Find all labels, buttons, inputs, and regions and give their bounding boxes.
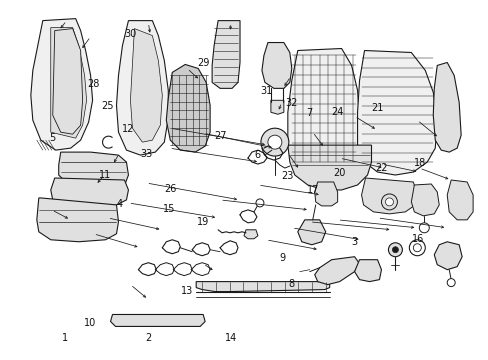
Text: 10: 10 (84, 319, 96, 328)
Text: 20: 20 (333, 168, 345, 178)
Polygon shape (447, 180, 472, 220)
Text: 2: 2 (144, 333, 151, 343)
Text: 33: 33 (140, 149, 152, 159)
Polygon shape (59, 152, 128, 188)
Text: 3: 3 (351, 237, 357, 247)
Circle shape (412, 244, 421, 252)
Circle shape (381, 194, 397, 210)
Polygon shape (354, 260, 381, 282)
Polygon shape (297, 220, 325, 245)
Circle shape (387, 243, 402, 257)
Polygon shape (314, 182, 337, 206)
Polygon shape (196, 282, 329, 292)
Circle shape (267, 135, 281, 149)
Polygon shape (53, 28, 82, 134)
Circle shape (392, 247, 398, 253)
Text: 14: 14 (225, 333, 237, 343)
Polygon shape (361, 178, 416, 214)
Text: 15: 15 (163, 204, 175, 214)
Text: 6: 6 (254, 150, 260, 160)
Polygon shape (357, 50, 436, 175)
Text: 5: 5 (49, 133, 55, 143)
Text: 19: 19 (197, 217, 209, 227)
Text: 17: 17 (306, 185, 318, 195)
Polygon shape (166, 64, 210, 152)
Polygon shape (37, 198, 118, 242)
Text: 32: 32 (285, 98, 297, 108)
Text: 28: 28 (87, 79, 100, 89)
Text: 18: 18 (413, 158, 425, 168)
Text: 26: 26 (164, 184, 176, 194)
Text: 11: 11 (99, 170, 111, 180)
Text: 12: 12 (122, 124, 135, 134)
Polygon shape (410, 184, 438, 216)
Text: 16: 16 (411, 234, 423, 244)
Text: 13: 13 (181, 286, 193, 296)
Polygon shape (287, 145, 371, 190)
Text: 8: 8 (287, 279, 294, 289)
Text: 29: 29 (197, 58, 209, 68)
Text: 23: 23 (281, 171, 293, 181)
Polygon shape (287, 49, 359, 172)
Circle shape (255, 199, 264, 207)
Text: 9: 9 (278, 253, 285, 263)
Polygon shape (116, 21, 168, 155)
Polygon shape (244, 230, 258, 239)
Text: 21: 21 (370, 103, 383, 113)
Circle shape (419, 223, 428, 233)
Text: 7: 7 (305, 108, 312, 118)
Polygon shape (51, 28, 86, 138)
Circle shape (447, 279, 454, 287)
Polygon shape (270, 100, 283, 114)
Text: 27: 27 (213, 131, 226, 141)
Polygon shape (130, 28, 162, 142)
Text: 24: 24 (330, 107, 343, 117)
Text: 25: 25 (101, 102, 113, 112)
Circle shape (261, 128, 288, 156)
Polygon shape (433, 242, 461, 270)
Text: 31: 31 (260, 86, 272, 96)
Polygon shape (110, 315, 205, 327)
Polygon shape (432, 62, 460, 152)
Polygon shape (31, 19, 92, 150)
Circle shape (408, 240, 425, 256)
Text: 4: 4 (116, 199, 122, 209)
Text: 1: 1 (62, 333, 68, 343)
Polygon shape (212, 21, 240, 88)
Polygon shape (262, 42, 291, 88)
Circle shape (385, 198, 393, 206)
Text: 22: 22 (375, 163, 387, 173)
Polygon shape (314, 257, 359, 285)
Text: 30: 30 (123, 29, 136, 39)
Polygon shape (51, 178, 128, 208)
